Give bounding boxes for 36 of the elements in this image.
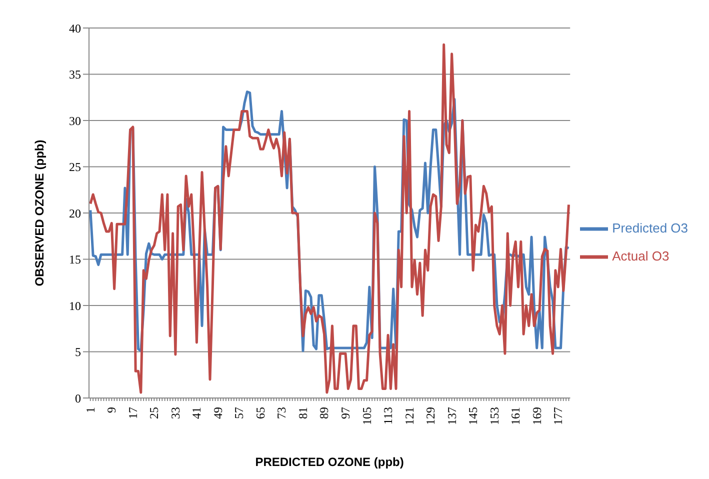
- x-tick-label: 17: [126, 407, 140, 419]
- x-tick-label: 137: [444, 407, 459, 425]
- x-tick-label: 145: [466, 407, 480, 425]
- x-tick-label: 81: [296, 407, 310, 419]
- y-axis-title: OBSERVED OZONE (ppb): [32, 140, 46, 286]
- y-tick-label: 20: [69, 206, 81, 220]
- y-tick-label: 15: [69, 252, 81, 267]
- x-tick-label: 49: [210, 407, 225, 419]
- x-tick-label: 97: [338, 407, 353, 419]
- y-tick-label: 5: [75, 345, 81, 360]
- x-tick-label: 121: [402, 407, 416, 425]
- x-tick-label: 153: [487, 407, 502, 425]
- y-tick-label: 25: [69, 160, 81, 174]
- x-tick-label: 9: [104, 407, 119, 413]
- x-tick-label: 25: [147, 407, 162, 419]
- x-axis-title: PREDICTED OZONE (ppb): [255, 455, 404, 469]
- x-tick-label: 41: [190, 407, 204, 419]
- x-tick-label: 161: [508, 407, 523, 425]
- y-tick-label: 30: [69, 114, 81, 128]
- x-tick-label: 129: [424, 407, 438, 425]
- y-tick-label: 0: [75, 391, 81, 406]
- x-tick-label: 169: [530, 407, 544, 425]
- x-tick-label: 57: [232, 407, 246, 419]
- x-tick-label: 33: [168, 407, 182, 419]
- x-tick-label: 113: [381, 407, 396, 425]
- y-tick-label: 35: [69, 68, 81, 82]
- y-tick-label: 40: [69, 21, 81, 36]
- x-tick-label: 89: [317, 407, 332, 419]
- x-tick-label: 1: [83, 407, 98, 413]
- y-tick-label: 10: [69, 298, 81, 313]
- x-tick-label: 105: [360, 407, 374, 425]
- legend-label: Actual O3: [612, 248, 670, 264]
- x-tick-label: 177: [551, 407, 566, 425]
- x-tick-label: 73: [274, 407, 289, 419]
- x-tick-label: 65: [253, 407, 268, 419]
- legend-label: Predicted O3: [612, 220, 688, 236]
